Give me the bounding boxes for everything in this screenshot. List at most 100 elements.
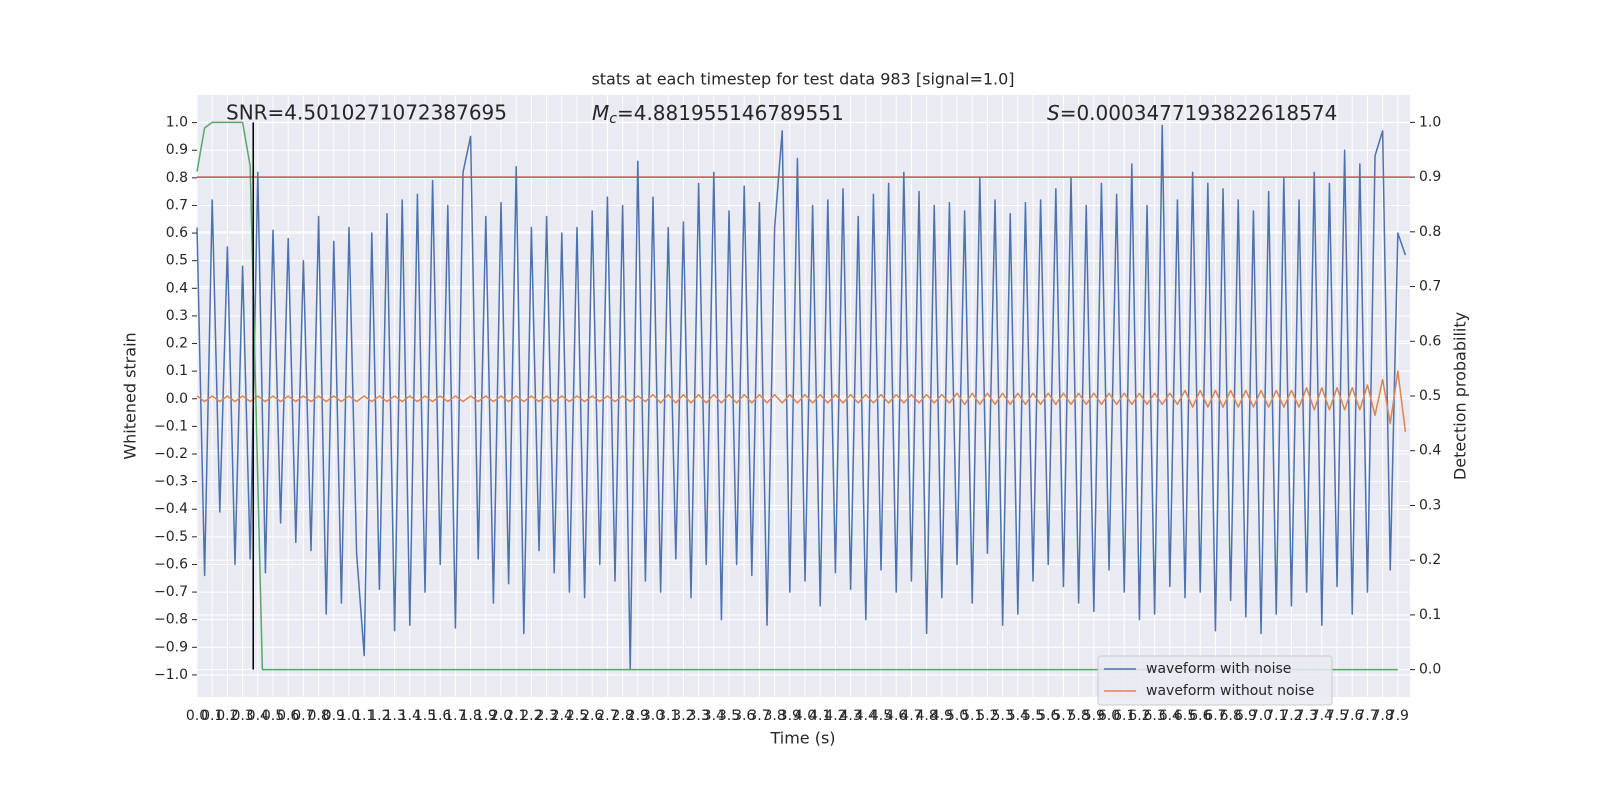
x-tick-label: 4.5: [870, 708, 892, 724]
y-tick-label: −0.8: [154, 612, 188, 628]
x-tick-label: 4.9: [931, 708, 953, 724]
y-tick-label: 0.9: [166, 142, 188, 158]
legend-label: waveform with noise: [1146, 661, 1291, 677]
x-tick-label: 0.7: [292, 708, 314, 724]
y2-tick-label: 0.3: [1419, 497, 1441, 513]
x-tick-label: 7.1: [1265, 708, 1287, 724]
x-tick-label: 7.2: [1280, 708, 1302, 724]
marks: [196, 121, 1410, 671]
y2-tick-label: 0.4: [1419, 443, 1441, 459]
x-tick-label: 6.1: [1113, 708, 1135, 724]
x-tick-label: 1.1: [353, 708, 375, 724]
x-tick-label: 0.4: [247, 708, 269, 724]
x-tick-label: 4.1: [809, 708, 831, 724]
x-tick-label: 2.4: [551, 708, 573, 724]
y-tick-label: 0.8: [166, 170, 188, 186]
x-tick-label: 4.4: [855, 708, 877, 724]
x-tick-label: 2.7: [596, 708, 618, 724]
y-tick-label: −0.5: [154, 529, 188, 545]
legend: waveform with noise waveform without noi…: [1097, 655, 1333, 706]
x-tick-label: 3.0: [642, 708, 664, 724]
y-tick-label: −0.7: [154, 584, 188, 600]
x-tick-label: 3.1: [657, 708, 679, 724]
x-tick-label: 7.6: [1341, 708, 1363, 724]
x-tick-label: 4.6: [885, 708, 907, 724]
annotation-symbol: S: [1047, 101, 1060, 125]
annotation-text: =0.0003477193822618574: [1060, 101, 1338, 125]
x-tick-label: 1.3: [383, 708, 405, 724]
series-line: [196, 370, 1407, 432]
y2-tick-label: 0.0: [1419, 662, 1441, 678]
x-tick-label: 4.0: [794, 708, 816, 724]
x-tick-label: 6.2: [1128, 708, 1150, 724]
chart-title: stats at each timestep for test data 983…: [591, 70, 1014, 89]
x-tick-label: 0.9: [323, 708, 345, 724]
legend-label: waveform without noise: [1146, 683, 1314, 699]
x-tick-label: 3.3: [687, 708, 709, 724]
x-tick-label: 1.5: [414, 708, 436, 724]
series-line: [196, 124, 1407, 671]
x-tick-label: 7.4: [1311, 708, 1333, 724]
y-tick-label: −0.4: [154, 501, 188, 517]
y-tick-label: −0.3: [154, 474, 188, 490]
x-tick-label: 7.3: [1296, 708, 1318, 724]
x-tick-label: 3.4: [703, 708, 725, 724]
x-axis-label: Time (s): [769, 729, 835, 748]
x-tick-label: 1.9: [475, 708, 497, 724]
series-line: [196, 121, 1398, 671]
x-tick-label: 5.7: [1052, 708, 1074, 724]
x-tick-label: 3.9: [779, 708, 801, 724]
x-tick-label: 6.7: [1204, 708, 1226, 724]
x-tick-label: 3.8: [763, 708, 785, 724]
y-tick-label: 1.0: [166, 115, 188, 131]
x-tick-label: 2.9: [627, 708, 649, 724]
x-tick-label: 0.8: [307, 708, 329, 724]
y2-tick-label: 0.9: [1419, 169, 1441, 185]
y-axis-label: Whitened strain: [121, 332, 140, 459]
x-tick-label: 4.7: [900, 708, 922, 724]
x-tick-label: 7.9: [1387, 708, 1409, 724]
x-tick-label: 6.0: [1098, 708, 1120, 724]
y2-tick-label: 0.5: [1419, 388, 1441, 404]
y-tick-label: 0.5: [166, 253, 188, 269]
x-tick-label: 6.6: [1189, 708, 1211, 724]
x-tick-label: 1.7: [444, 708, 466, 724]
x-tick-label: 0.0: [186, 708, 208, 724]
legend-box: [1097, 655, 1333, 706]
x-tick-label: 7.5: [1326, 708, 1348, 724]
x-tick-label: 2.6: [581, 708, 603, 724]
axes: 0.00.10.20.30.40.50.60.70.80.91.01.11.21…: [154, 114, 1441, 724]
x-tick-label: 5.8: [1067, 708, 1089, 724]
y2-tick-label: 0.7: [1419, 279, 1441, 295]
x-tick-label: 1.8: [459, 708, 481, 724]
x-tick-label: 5.6: [1037, 708, 1059, 724]
x-tick-label: 6.5: [1174, 708, 1196, 724]
x-tick-label: 3.5: [718, 708, 740, 724]
y2-tick-label: 0.1: [1419, 607, 1441, 623]
x-tick-label: 0.5: [262, 708, 284, 724]
x-tick-label: 2.5: [566, 708, 588, 724]
y-tick-label: 0.1: [166, 363, 188, 379]
y-tick-label: −0.9: [154, 639, 188, 655]
x-tick-label: 5.0: [946, 708, 968, 724]
x-tick-label: 1.2: [368, 708, 390, 724]
x-tick-label: 4.3: [839, 708, 861, 724]
x-tick-label: 7.7: [1356, 708, 1378, 724]
y-tick-label: −0.1: [154, 418, 188, 434]
x-tick-label: 2.1: [505, 708, 527, 724]
x-tick-label: 5.4: [1007, 708, 1029, 724]
y-tick-label: −0.2: [154, 446, 188, 462]
x-tick-label: 6.8: [1220, 708, 1242, 724]
y2-tick-label: 0.2: [1419, 552, 1441, 568]
y2-tick-label: 1.0: [1419, 114, 1441, 130]
y-tick-label: −0.6: [154, 556, 188, 572]
x-tick-label: 0.6: [277, 708, 299, 724]
x-tick-label: 5.3: [991, 708, 1013, 724]
x-tick-label: 3.2: [672, 708, 694, 724]
x-tick-label: 2.2: [520, 708, 542, 724]
x-tick-label: 6.3: [1143, 708, 1165, 724]
x-tick-label: 5.1: [961, 708, 983, 724]
annotation: SNR=4.5010271072387695: [226, 101, 507, 125]
x-tick-label: 2.8: [611, 708, 633, 724]
